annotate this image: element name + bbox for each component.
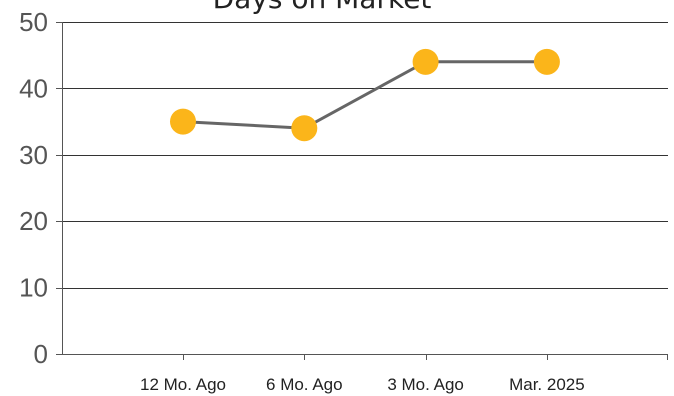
y-tick-label: 30 (19, 140, 48, 170)
x-tick-2: 3 Mo. Ago (387, 354, 464, 394)
x-tick-0: 12 Mo. Ago (140, 354, 226, 394)
y-tick-label: 40 (19, 73, 48, 103)
y-tick-label: 0 (34, 339, 48, 369)
y-tick-label: 50 (19, 7, 48, 37)
x-tick-label: 3 Mo. Ago (387, 375, 464, 394)
x-tick-label: 6 Mo. Ago (266, 375, 343, 394)
series-layer (170, 48, 560, 142)
x-axis-ticks: 12 Mo. Ago 6 Mo. Ago 3 Mo. Ago Mar. 2025 (140, 354, 585, 394)
axes (62, 22, 668, 360)
gridlines (62, 22, 668, 289)
chart-title: Days on Market (0, 0, 644, 16)
data-point-3 (533, 48, 560, 75)
y-tick-40: 40 (19, 73, 62, 103)
y-tick-label: 10 (19, 273, 48, 303)
x-tick-label: Mar. 2025 (509, 375, 585, 394)
x-tick-label: 12 Mo. Ago (140, 375, 226, 394)
x-tick-3: Mar. 2025 (509, 354, 585, 394)
y-tick-label: 20 (19, 206, 48, 236)
data-point-0 (170, 108, 196, 135)
y-tick-50: 50 (19, 7, 62, 37)
data-point-1 (291, 115, 318, 142)
data-point-2 (412, 48, 439, 75)
series-line (182, 60, 547, 130)
y-tick-20: 20 (19, 206, 62, 236)
y-axis-ticks: 0 10 20 30 40 50 (19, 7, 62, 369)
x-tick-1: 6 Mo. Ago (266, 354, 343, 394)
y-tick-10: 10 (19, 273, 62, 303)
y-tick-30: 30 (19, 140, 62, 170)
y-tick-0: 0 (34, 339, 62, 369)
